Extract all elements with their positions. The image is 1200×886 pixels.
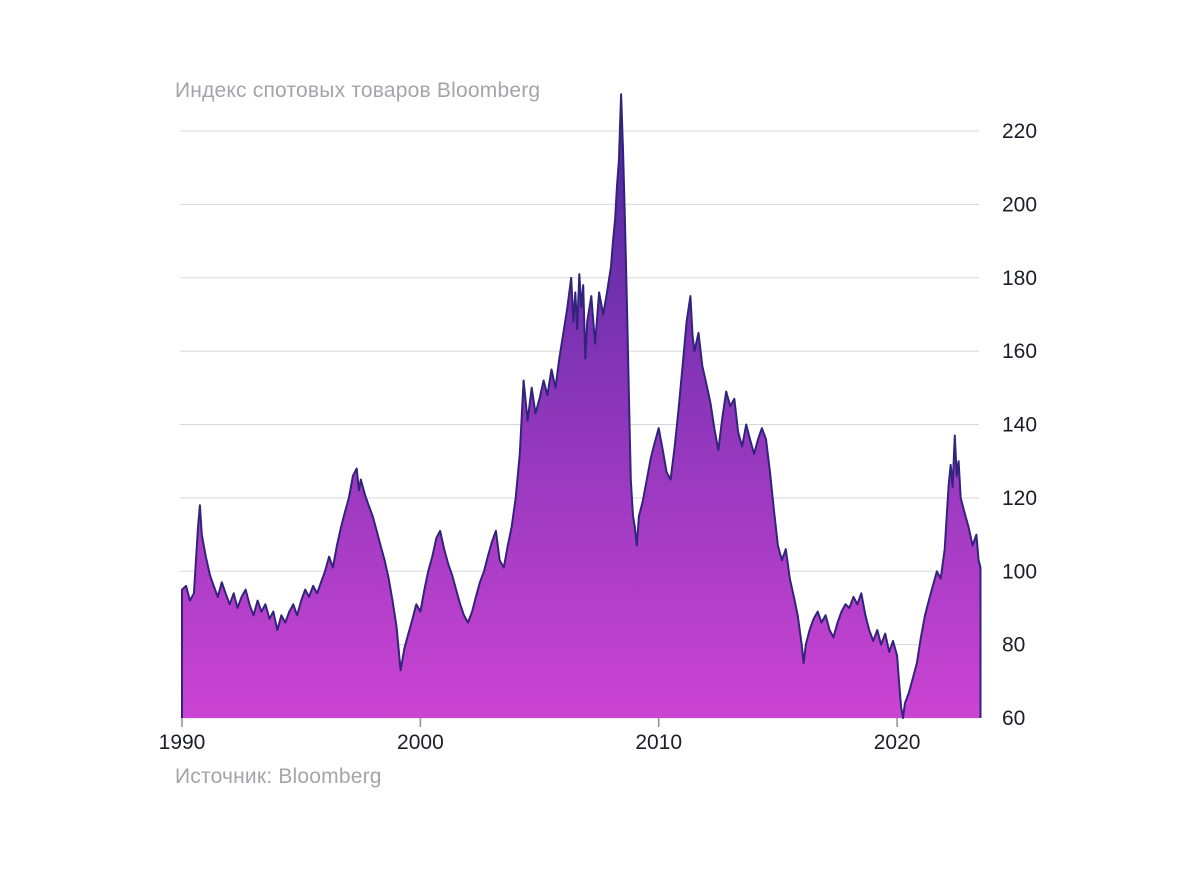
x-tick-label-1990: 1990 — [159, 731, 206, 754]
y-tick-label-120: 120 — [1002, 487, 1037, 510]
y-tick-label-220: 220 — [1002, 120, 1037, 143]
x-tick-label-2010: 2010 — [635, 731, 682, 754]
y-tick-label-200: 200 — [1002, 193, 1037, 216]
y-tick-label-100: 100 — [1002, 560, 1037, 583]
y-tick-label-80: 80 — [1002, 634, 1025, 657]
series-line — [181, 93, 982, 719]
chart-title: Индекс спотовых товаров Bloomberg — [175, 79, 541, 102]
y-tick-label-60: 60 — [1002, 707, 1025, 730]
chart-source: Источник: Bloomberg — [175, 765, 382, 788]
area-fill — [182, 94, 981, 719]
x-tick-label-2020: 2020 — [874, 731, 921, 754]
y-tick-label-180: 180 — [1002, 267, 1037, 290]
y-axis: 60 80 100 120 140 160 180 200 220 — [1002, 120, 1037, 730]
y-tick-label-140: 140 — [1002, 414, 1037, 437]
x-tick-label-2000: 2000 — [397, 731, 444, 754]
y-tick-label-160: 160 — [1002, 340, 1037, 363]
x-axis: 1990 2000 2010 2020 — [159, 718, 921, 754]
